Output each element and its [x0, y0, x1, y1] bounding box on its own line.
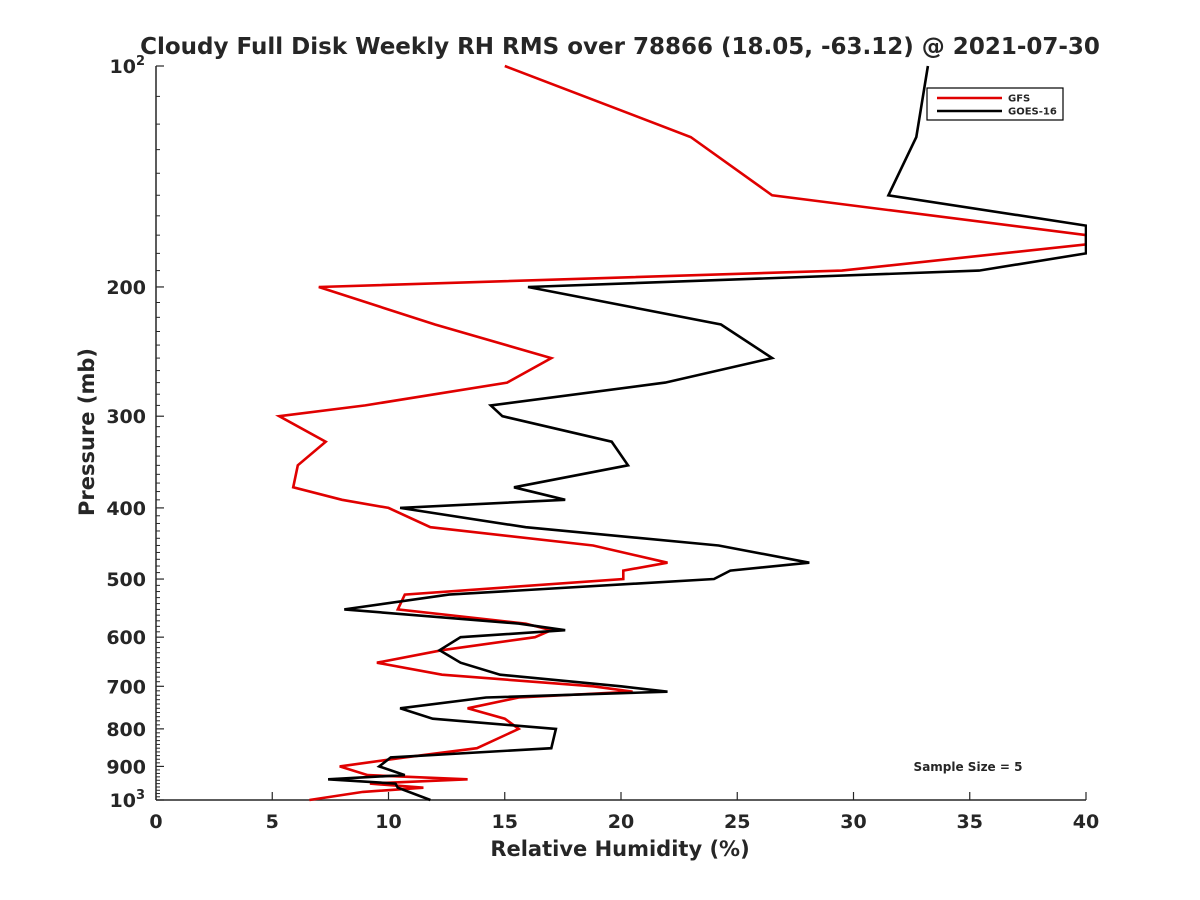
y-tick-label: 900: [106, 756, 146, 778]
y-axis-label: Pressure (mb): [75, 348, 99, 516]
legend-label-goes16: GOES-16: [1008, 107, 1057, 118]
legend-label-gfs: GFS: [1008, 94, 1030, 105]
y-tick-label: 10: [110, 790, 136, 812]
x-tick-label: 40: [1073, 811, 1099, 833]
y-tick-label: 600: [106, 627, 146, 649]
y-tick-label: 400: [106, 498, 146, 520]
x-tick-label: 15: [492, 811, 518, 833]
sample-size-annotation: Sample Size = 5: [914, 760, 1023, 774]
series-layer: [275, 64, 1087, 802]
legend: GFS GOES-16: [926, 87, 1064, 121]
x-tick-label: 10: [375, 811, 401, 833]
series-line-goes16: [328, 65, 1087, 802]
x-tick-label: 0: [149, 811, 162, 833]
y-tick-label: 200: [106, 277, 146, 299]
y-tick-exponent: 3: [136, 788, 145, 803]
y-tick-label: 700: [106, 676, 146, 698]
x-tick-label: 25: [724, 811, 750, 833]
x-tick-label: 35: [957, 811, 983, 833]
series-line-gfs: [275, 64, 1087, 802]
y-tick-label: 10: [110, 56, 136, 78]
legend-box: [926, 87, 1064, 121]
y-tick-label: 500: [106, 569, 146, 591]
chart-title: Cloudy Full Disk Weekly RH RMS over 7886…: [140, 34, 1100, 60]
x-tick-label: 20: [608, 811, 634, 833]
y-tick-exponent: 2: [136, 54, 145, 69]
x-tick-label: 5: [266, 811, 279, 833]
x-axis-label: Relative Humidity (%): [490, 837, 749, 861]
y-tick-label: 800: [106, 719, 146, 741]
y-tick-label: 300: [106, 406, 146, 428]
x-axis-ticks: 0 5 10 15 20 25 30 35 40: [149, 792, 1099, 833]
x-tick-label: 30: [840, 811, 866, 833]
